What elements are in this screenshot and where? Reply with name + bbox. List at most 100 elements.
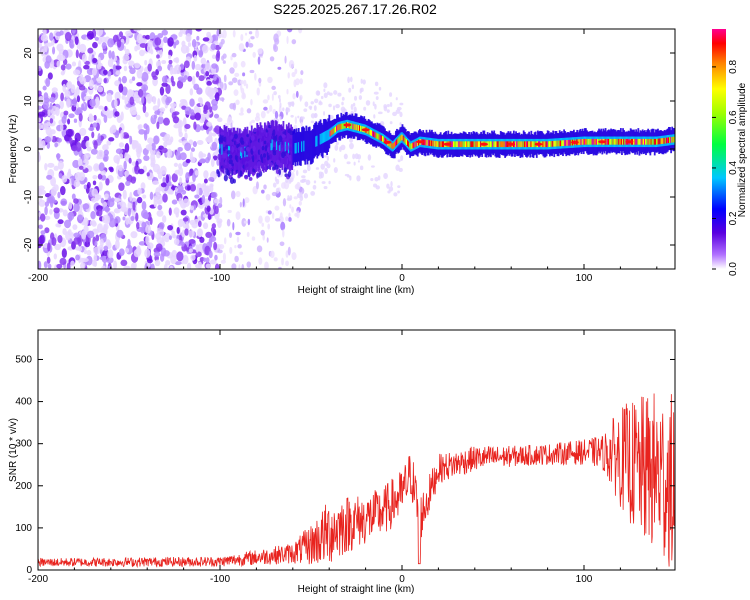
noise-blob <box>177 146 183 152</box>
noise-blob <box>157 204 163 211</box>
noise-blob <box>57 160 64 170</box>
noise-blob <box>285 250 289 258</box>
noise-blob <box>205 263 212 269</box>
ridge-cell <box>269 126 272 170</box>
noise-blob <box>282 229 285 238</box>
noise-blob <box>237 244 242 249</box>
ridge-cell <box>579 139 582 145</box>
noise-blob <box>92 57 98 64</box>
noise-blob <box>196 35 200 41</box>
noise-blob <box>204 101 211 110</box>
noise-blob <box>66 98 71 108</box>
noise-blob <box>145 93 153 102</box>
noise-blob <box>106 92 113 103</box>
noise-blob <box>250 36 255 40</box>
y-tick-label: 100 <box>15 523 32 534</box>
noise-blob <box>81 257 89 263</box>
noise-blob <box>210 43 217 51</box>
noise-blob <box>134 165 138 172</box>
ridge-cell <box>376 133 379 139</box>
noise-blob <box>50 186 57 197</box>
ridge-cell <box>585 138 587 145</box>
noise-blob <box>246 108 252 114</box>
noise-blob <box>116 229 124 238</box>
noise-blob <box>103 78 107 84</box>
noise-blob <box>171 199 178 205</box>
snr-xlabel: Height of straight line (km) <box>298 584 415 595</box>
noise-blob <box>288 212 291 219</box>
noise-blob <box>44 206 48 216</box>
noise-blob <box>124 134 130 139</box>
noise-blob <box>128 157 132 164</box>
noise-blob <box>388 186 394 192</box>
noise-blob <box>158 230 165 236</box>
ridge-cell <box>592 138 595 145</box>
ridge-cell <box>611 138 614 145</box>
noise-blob <box>303 108 308 112</box>
noise-blob <box>185 33 192 43</box>
noise-blob <box>248 31 253 35</box>
noise-blob <box>161 82 168 87</box>
ridge-cell <box>440 141 443 148</box>
noise-blob <box>291 206 294 213</box>
noise-blob <box>234 72 240 78</box>
ridge-cell <box>404 137 407 144</box>
noise-blob <box>261 222 265 227</box>
noise-blob <box>130 176 136 184</box>
noise-blob <box>43 92 49 101</box>
ridge-cell <box>633 138 635 145</box>
noise-blob <box>178 166 184 177</box>
noise-blob <box>305 179 311 186</box>
noise-blob <box>208 176 215 182</box>
ridge-cell <box>397 138 399 145</box>
noise-blob <box>310 101 315 105</box>
y-tick-label: 200 <box>15 481 32 492</box>
ridge-cell <box>230 128 232 172</box>
ridge-cell <box>586 138 588 145</box>
ridge-cell <box>640 138 643 145</box>
noise-blob <box>119 153 124 160</box>
noise-blob <box>217 117 223 123</box>
noise-blob <box>38 139 43 148</box>
noise-blob <box>326 155 330 161</box>
noise-blob <box>214 125 221 135</box>
colorbar-tick-label: 0.4 <box>728 161 739 175</box>
noise-blob <box>97 56 101 66</box>
noise-blob <box>349 138 354 143</box>
ridge-cell <box>340 123 343 130</box>
noise-blob <box>61 174 68 183</box>
ridge-cell <box>380 135 383 142</box>
noise-blob <box>198 187 203 196</box>
snr-series-line <box>38 393 675 568</box>
noise-blob <box>349 175 352 181</box>
noise-blob <box>134 62 141 69</box>
ridge-cell <box>374 131 377 138</box>
noise-blob <box>179 29 184 35</box>
ridge-cell <box>222 130 225 174</box>
ridge-cell <box>312 129 314 163</box>
noise-blob <box>156 54 160 59</box>
x-tick-label: 100 <box>576 574 593 585</box>
ridge-cell <box>352 123 355 130</box>
noise-blob <box>154 110 161 115</box>
ridge-cell <box>351 123 354 130</box>
ridge-cell <box>609 138 611 145</box>
ridge-cell <box>556 140 559 147</box>
noise-blob <box>299 78 303 85</box>
noise-blob <box>97 173 103 180</box>
ridge-peak <box>443 142 452 146</box>
noise-blob <box>383 106 388 112</box>
noise-blob <box>91 188 99 197</box>
noise-blob <box>312 184 317 190</box>
noise-blob <box>189 115 196 120</box>
noise-blob <box>133 29 141 32</box>
ridge-cell <box>634 138 636 145</box>
noise-blob <box>136 196 143 204</box>
noise-blob <box>110 197 115 202</box>
ridge-halo <box>260 128 264 133</box>
ridge-cell <box>465 141 468 148</box>
noise-blob <box>295 169 299 176</box>
noise-blob <box>222 60 226 64</box>
noise-blob <box>91 131 95 139</box>
